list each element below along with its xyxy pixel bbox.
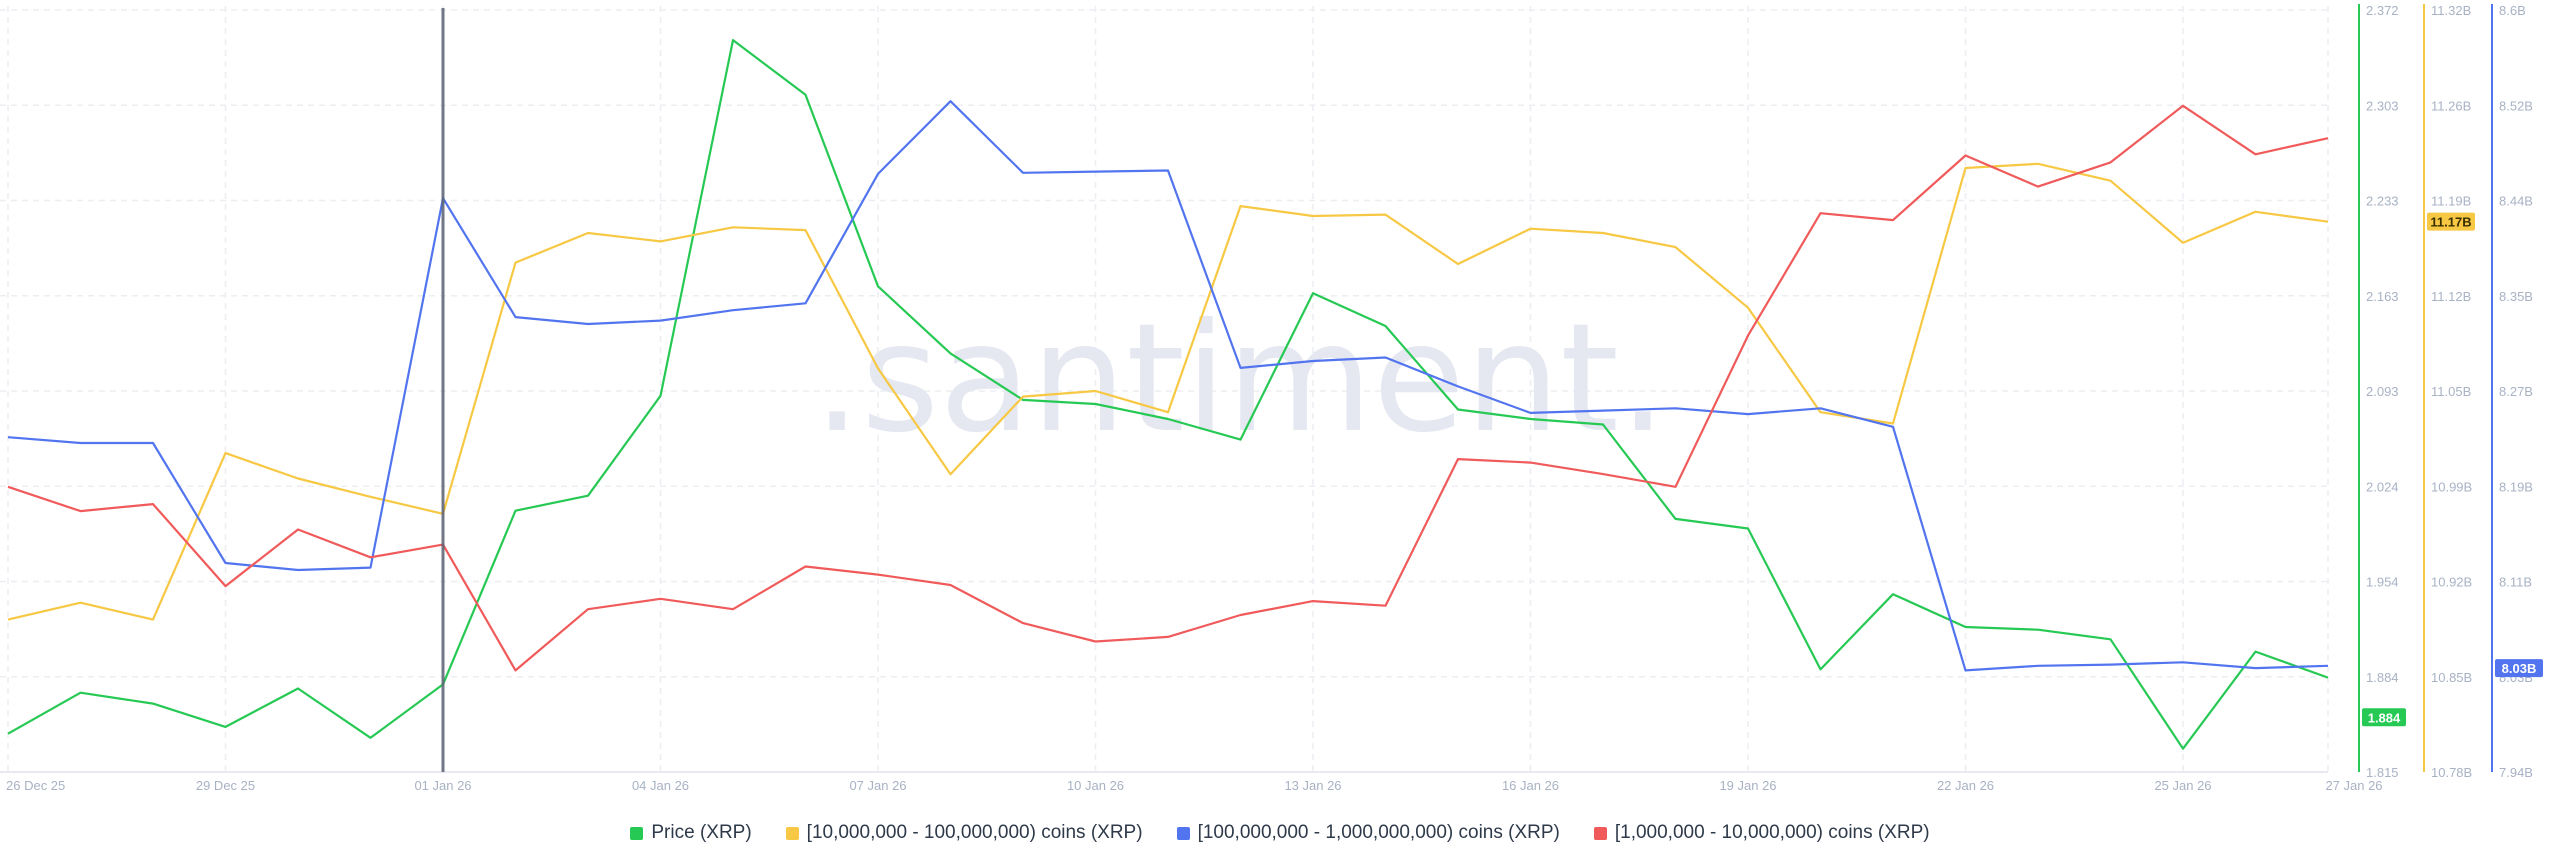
series-line-holders_100m_1b [7, 100, 2329, 672]
x-tick-label: 25 Jan 26 [2154, 778, 2211, 793]
legend-swatch-holders-1m-10m [1593, 826, 1607, 840]
legend-label-holders-1m-10m: [1,000,000 - 10,000,000) coins (XRP) [1614, 822, 1930, 843]
y-tick-label: 2.024 [2366, 479, 2399, 494]
y-tick-label: 10.85B [2431, 670, 2472, 685]
y-tick-label: 8.27B [2499, 384, 2533, 399]
y-tick-label: 8.52B [2499, 98, 2533, 113]
series-line-holders_10m_100m [7, 162, 2329, 621]
y-axes: 1.815 1.884 1.954 2.024 2.093 2.163 2.233 2.303… [2358, 3, 2543, 780]
y-tick-label: 2.372 [2366, 3, 2399, 18]
y-tick-label: 2.303 [2366, 98, 2399, 113]
x-tick-label: 29 Dec 25 [196, 778, 255, 793]
x-tick-label: 07 Jan 26 [849, 778, 906, 793]
legend-swatch-holders-10m-100m [785, 826, 799, 840]
x-tick-label: 26 Dec 25 [6, 778, 65, 793]
x-tick-label: 01 Jan 26 [414, 778, 471, 793]
y-tick-label: 11.26B [2431, 98, 2471, 113]
y-tick-label: 8.19B [2499, 479, 2533, 494]
y-tick-label: 8.6B [2499, 3, 2526, 18]
y-tick-label: 10.99B [2431, 479, 2472, 494]
y-tick-label: 10.92B [2431, 575, 2472, 590]
y-tick-label: 11.05B [2431, 384, 2471, 399]
x-axis: 26 Dec 25 29 Dec 25 01 Jan 26 04 Jan 26 07 J… [0, 771, 2383, 793]
legend-swatch-price [630, 826, 644, 840]
series-line-price [7, 38, 2329, 750]
series-line-holders_1m_10m [7, 104, 2329, 672]
series-lines [7, 38, 2329, 750]
legend-label-holders-100m-1b: [100,000,000 - 1,000,000,000) coins (XRP… [1197, 822, 1560, 843]
y-tick-label: 7.94B [2499, 765, 2533, 780]
x-tick-label: 27 Jan 26 [2325, 778, 2382, 793]
current-value-label-holders_10m_100m: 11.17B [2430, 215, 2471, 230]
y-tick-label: 11.12B [2431, 289, 2471, 304]
legend-item-price[interactable]: Price (XRP) [630, 822, 752, 844]
y-tick-label: 1.954 [2366, 575, 2399, 590]
legend-swatch-holders-100m-1b [1176, 826, 1190, 840]
y-tick-label: 11.32B [2431, 3, 2471, 18]
x-tick-label: 22 Jan 26 [1937, 778, 1994, 793]
y-tick-label: 8.44B [2499, 194, 2533, 209]
y-tick-label: 8.11B [2499, 575, 2532, 590]
x-tick-label: 10 Jan 26 [1067, 778, 1124, 793]
y-tick-label: 2.093 [2366, 384, 2399, 399]
y-tick-label: 2.233 [2366, 194, 2399, 209]
chart-legend: Price (XRP) [10,000,000 - 100,000,000) c… [0, 818, 2560, 848]
current-value-badge-holders_100m_1b [2495, 659, 2543, 678]
y-tick-label: 8.35B [2499, 289, 2533, 304]
y-tick-label: 11.19B [2431, 194, 2471, 209]
legend-item-holders-10m-100m[interactable]: [10,000,000 - 100,000,000) coins (XRP) [785, 822, 1143, 844]
santiment-watermark: .santiment. [813, 292, 1666, 466]
x-tick-label: 16 Jan 26 [1502, 778, 1559, 793]
current-value-label-price: 1.884 [2368, 710, 2401, 725]
legend-item-holders-1m-10m[interactable]: [1,000,000 - 10,000,000) coins (XRP) [1593, 822, 1930, 844]
current-value-label-holders_100m_1b: 8.03B [2502, 661, 2537, 676]
x-tick-label: 19 Jan 26 [1719, 778, 1776, 793]
y-tick-label: 2.163 [2366, 289, 2399, 304]
x-tick-label: 13 Jan 26 [1284, 778, 1341, 793]
y-tick-label: 10.78B [2431, 765, 2472, 780]
legend-label-price: Price (XRP) [651, 822, 752, 843]
y-tick-label: 1.815 [2366, 765, 2399, 780]
legend-item-holders-100m-1b[interactable]: [100,000,000 - 1,000,000,000) coins (XRP… [1176, 822, 1560, 844]
current-value-badge-holders_10m_100m [2427, 212, 2475, 231]
legend-label-holders-10m-100m: [10,000,000 - 100,000,000) coins (XRP) [806, 822, 1143, 843]
current-value-badge-price [2362, 708, 2406, 727]
y-tick-label: 1.884 [2366, 670, 2399, 685]
x-tick-label: 04 Jan 26 [632, 778, 689, 793]
